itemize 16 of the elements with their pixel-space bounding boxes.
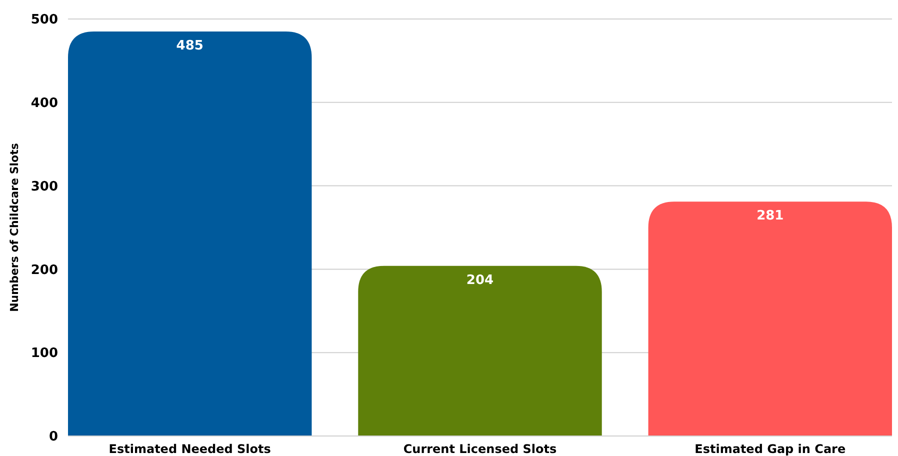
y-tick-label: 200 [30, 262, 58, 278]
y-tick-label: 500 [30, 12, 58, 28]
data-label: 204 [466, 272, 494, 288]
bar [648, 202, 892, 436]
bar [358, 266, 602, 436]
data-label: 485 [176, 38, 204, 54]
y-axis-title: Numbers of Childcare Slots [8, 142, 21, 312]
data-label: 281 [756, 208, 784, 224]
y-tick-label: 0 [48, 430, 58, 445]
bar [68, 32, 312, 436]
x-tick-label: Current Licensed Slots [403, 442, 557, 456]
y-tick-label: 100 [30, 346, 58, 362]
x-tick-label: Estimated Needed Slots [108, 442, 271, 456]
x-tick-label: Estimated Gap in Care [694, 442, 846, 456]
y-tick-label: 400 [30, 96, 58, 111]
y-tick-label: 300 [30, 179, 58, 194]
